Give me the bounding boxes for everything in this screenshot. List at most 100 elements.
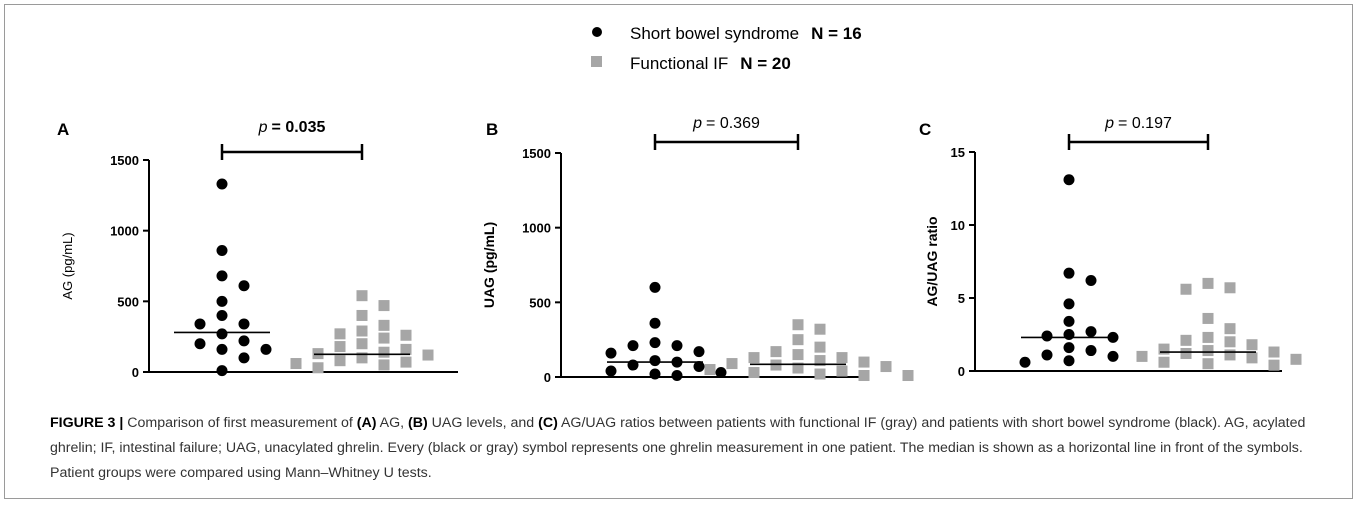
data-point-circle <box>1019 356 1031 368</box>
data-point-circle <box>216 244 228 256</box>
data-point-square <box>378 300 390 312</box>
data-point-circle <box>238 280 250 292</box>
data-point-circle <box>605 347 617 359</box>
p-symbol: p <box>258 119 268 136</box>
legend-label: Functional IF <box>630 54 728 73</box>
data-point-square <box>1180 283 1192 295</box>
data-point-circle <box>238 318 250 330</box>
data-point-circle <box>1063 315 1075 327</box>
caption-panel-ref: (A) <box>356 415 377 431</box>
data-point-square <box>1202 358 1214 370</box>
data-point-circle <box>1063 342 1075 354</box>
data-point-circle <box>216 365 228 377</box>
data-point-circle <box>605 365 617 377</box>
data-point-square <box>1158 343 1170 355</box>
data-point-circle <box>649 281 661 293</box>
data-point-square <box>1246 339 1258 351</box>
caption-label: FIGURE 3 | <box>50 415 124 431</box>
data-point-square <box>378 346 390 358</box>
data-point-square <box>356 338 368 350</box>
data-point-square <box>356 290 368 302</box>
data-point-circle <box>671 370 683 382</box>
y-tick-label: 1000 <box>522 221 551 236</box>
y-tick-label: 1000 <box>110 224 139 239</box>
data-point-square <box>356 309 368 321</box>
y-tick-label: 1500 <box>522 146 551 161</box>
y-tick-label: 500 <box>117 294 139 309</box>
caption-text: AG/UAG ratios between patients with func… <box>50 415 1306 481</box>
data-point-circle <box>649 368 661 380</box>
y-tick-label: 10 <box>951 218 965 233</box>
data-point-square <box>290 358 302 370</box>
data-point-square <box>726 358 738 370</box>
p-symbol: p <box>1104 115 1114 132</box>
data-point-circle <box>238 335 250 347</box>
data-point-square <box>1224 323 1236 335</box>
y-axis-label: AG/UAG ratio <box>924 216 940 306</box>
data-point-circle <box>194 318 206 330</box>
caption-text: UAG levels, and <box>427 415 539 431</box>
data-point-square <box>378 332 390 344</box>
legend-marker-circle <box>592 27 602 37</box>
data-point-square <box>814 368 826 380</box>
p-value: = 0.197 <box>1118 115 1172 132</box>
chart-panel-b: B 0 500 1000 1500 UAG (pg/mL) p = 0.369 <box>481 115 914 385</box>
data-point-square <box>1224 282 1236 294</box>
chart-panel-c: C 0 5 10 15 AG/UAG ratio p = 0.197 <box>919 115 1302 379</box>
figure-canvas: Short bowel syndrome N = 16 Functional IF N… <box>57 24 1302 385</box>
data-point-square <box>1202 345 1214 357</box>
legend-n-count: N = 20 <box>740 54 791 73</box>
data-point-circle <box>627 359 639 371</box>
data-point-square <box>880 361 892 373</box>
data-point-square <box>312 362 324 374</box>
data-point-circle <box>1063 298 1075 310</box>
data-point-square <box>400 329 412 341</box>
data-point-circle <box>194 338 206 350</box>
data-point-square <box>792 319 804 331</box>
data-point-square <box>334 341 346 353</box>
data-point-circle <box>216 309 228 321</box>
y-tick-label: 15 <box>951 145 965 160</box>
data-point-square <box>1136 350 1148 362</box>
caption-text: Comparison of first measurement of <box>123 415 357 431</box>
data-point-circle <box>260 343 272 355</box>
y-tick-label: 500 <box>529 295 551 310</box>
p-value-label: p = 0.369 <box>692 115 760 132</box>
data-point-square <box>704 364 716 376</box>
panel-label: B <box>486 120 498 139</box>
data-point-circle <box>238 352 250 364</box>
data-point-circle <box>649 317 661 329</box>
data-point-square <box>1180 334 1192 346</box>
data-point-square <box>334 355 346 367</box>
data-point-square <box>792 349 804 361</box>
data-point-square <box>378 319 390 331</box>
p-value-label: p = 0.035 <box>258 119 326 136</box>
data-point-square <box>356 325 368 337</box>
figure-caption: FIGURE 3 | Comparison of first measureme… <box>50 411 1310 486</box>
p-symbol: p <box>692 115 702 132</box>
data-point-square <box>836 365 848 377</box>
data-point-square <box>400 343 412 355</box>
data-point-square <box>334 328 346 340</box>
data-point-square <box>858 356 870 368</box>
data-point-square <box>1202 331 1214 343</box>
data-point-square <box>400 356 412 368</box>
data-point-square <box>1224 336 1236 348</box>
data-point-circle <box>216 328 228 340</box>
data-point-square <box>378 359 390 371</box>
data-point-circle <box>693 346 705 358</box>
data-point-circle <box>671 340 683 352</box>
legend-n-count: N = 16 <box>811 24 862 43</box>
data-point-square <box>1268 346 1280 358</box>
data-point-circle <box>216 343 228 355</box>
data-point-square <box>902 370 914 382</box>
y-tick-label: 0 <box>544 370 551 385</box>
data-point-square <box>748 352 760 364</box>
data-point-square <box>1202 277 1214 289</box>
data-point-square <box>422 349 434 361</box>
data-point-square <box>858 370 870 382</box>
data-point-square <box>814 355 826 367</box>
y-tick-label: 0 <box>958 364 965 379</box>
data-point-square <box>1158 356 1170 368</box>
